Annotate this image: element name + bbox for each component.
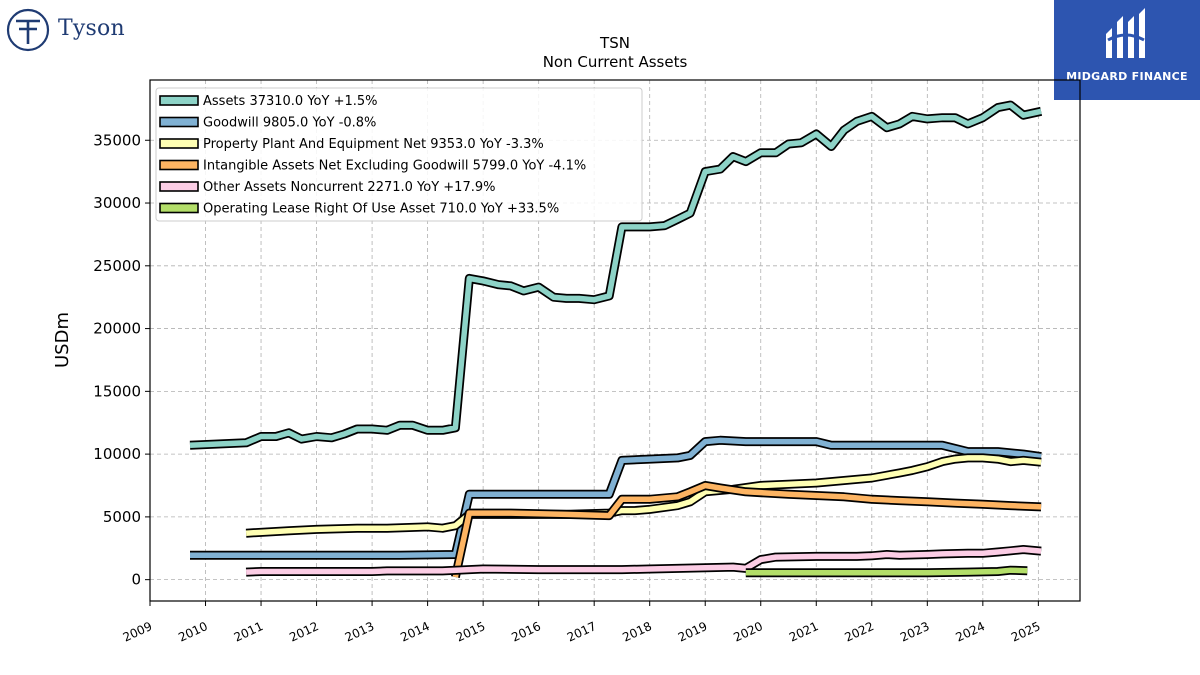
tyson-emblem-icon (6, 8, 50, 52)
x-tick-label: 2020 (731, 619, 765, 645)
series-group (189, 100, 1043, 579)
x-tick-label: 2025 (1009, 619, 1043, 645)
series-line (745, 567, 1028, 576)
x-tick-label: 2009 (121, 619, 155, 645)
legend: Assets 37310.0 YoY +1.5% Goodwill 9805.0 … (155, 87, 643, 222)
x-tick-label: 2024 (954, 619, 988, 645)
x-tick-label: 2010 (176, 619, 210, 645)
y-tick-label: 0 (131, 571, 141, 589)
y-tick-label: 10000 (93, 445, 141, 463)
series-line (452, 482, 1042, 578)
legend-swatch (159, 95, 199, 106)
x-tick-label: 2021 (787, 619, 821, 645)
x-tick-label: 2023 (898, 619, 932, 645)
y-tick-label: 20000 (93, 320, 141, 338)
x-tick-label: 2016 (509, 619, 543, 645)
legend-swatch (159, 116, 199, 128)
midgard-finance-logo: MIDGARD FINANCE (1054, 0, 1200, 100)
x-tick-label: 2022 (842, 619, 876, 645)
chart-title: TSN (599, 34, 630, 52)
legend-label: Assets 37310.0 YoY +1.5% (203, 94, 378, 109)
plot-frame (149, 79, 1081, 602)
series-line (190, 437, 1042, 558)
x-tick-label: 2019 (676, 619, 710, 645)
series-line (189, 102, 1042, 449)
x-tick-label: 2017 (565, 619, 599, 645)
chart-subtitle: Non Current Assets (543, 53, 688, 71)
x-tick-label: 2012 (287, 619, 321, 645)
x-tick-label: 2013 (343, 619, 377, 645)
legend-swatch (159, 202, 199, 214)
legend-swatch (159, 159, 199, 171)
y-axis-label: USDm (52, 312, 73, 368)
legend-label: Intangible Assets Net Excluding Goodwill… (203, 159, 586, 174)
legend-box (155, 87, 643, 222)
midgard-finance-wordmark: MIDGARD FINANCE (1066, 70, 1188, 83)
x-tick-label: 2018 (620, 619, 654, 645)
legend-swatch (159, 138, 199, 149)
series-line (245, 455, 1042, 536)
legend-label: Goodwill 9805.0 YoY -0.8% (203, 116, 376, 131)
series-line (245, 546, 1042, 575)
y-tick-label: 30000 (93, 194, 141, 212)
tyson-logo (6, 8, 146, 54)
legend-label: Operating Lease Right Of Use Asset 710.0… (203, 202, 559, 217)
x-tick-label: 2011 (232, 619, 266, 645)
x-tick-label: 2015 (454, 619, 488, 645)
y-tick-label: 35000 (93, 131, 141, 149)
x-tick-label: 2014 (398, 619, 432, 645)
legend-label: Other Assets Noncurrent 2271.0 YoY +17.9… (203, 180, 495, 195)
y-tick-label: 15000 (93, 382, 141, 400)
tyson-wordmark: Tyson (58, 16, 125, 41)
y-tick-label: 5000 (103, 508, 141, 526)
midgard-emblem-icon (1106, 8, 1145, 58)
y-tick-label: 25000 (93, 257, 141, 275)
legend-swatch (159, 181, 199, 192)
legend-label: Property Plant And Equipment Net 9353.0 … (203, 137, 544, 152)
